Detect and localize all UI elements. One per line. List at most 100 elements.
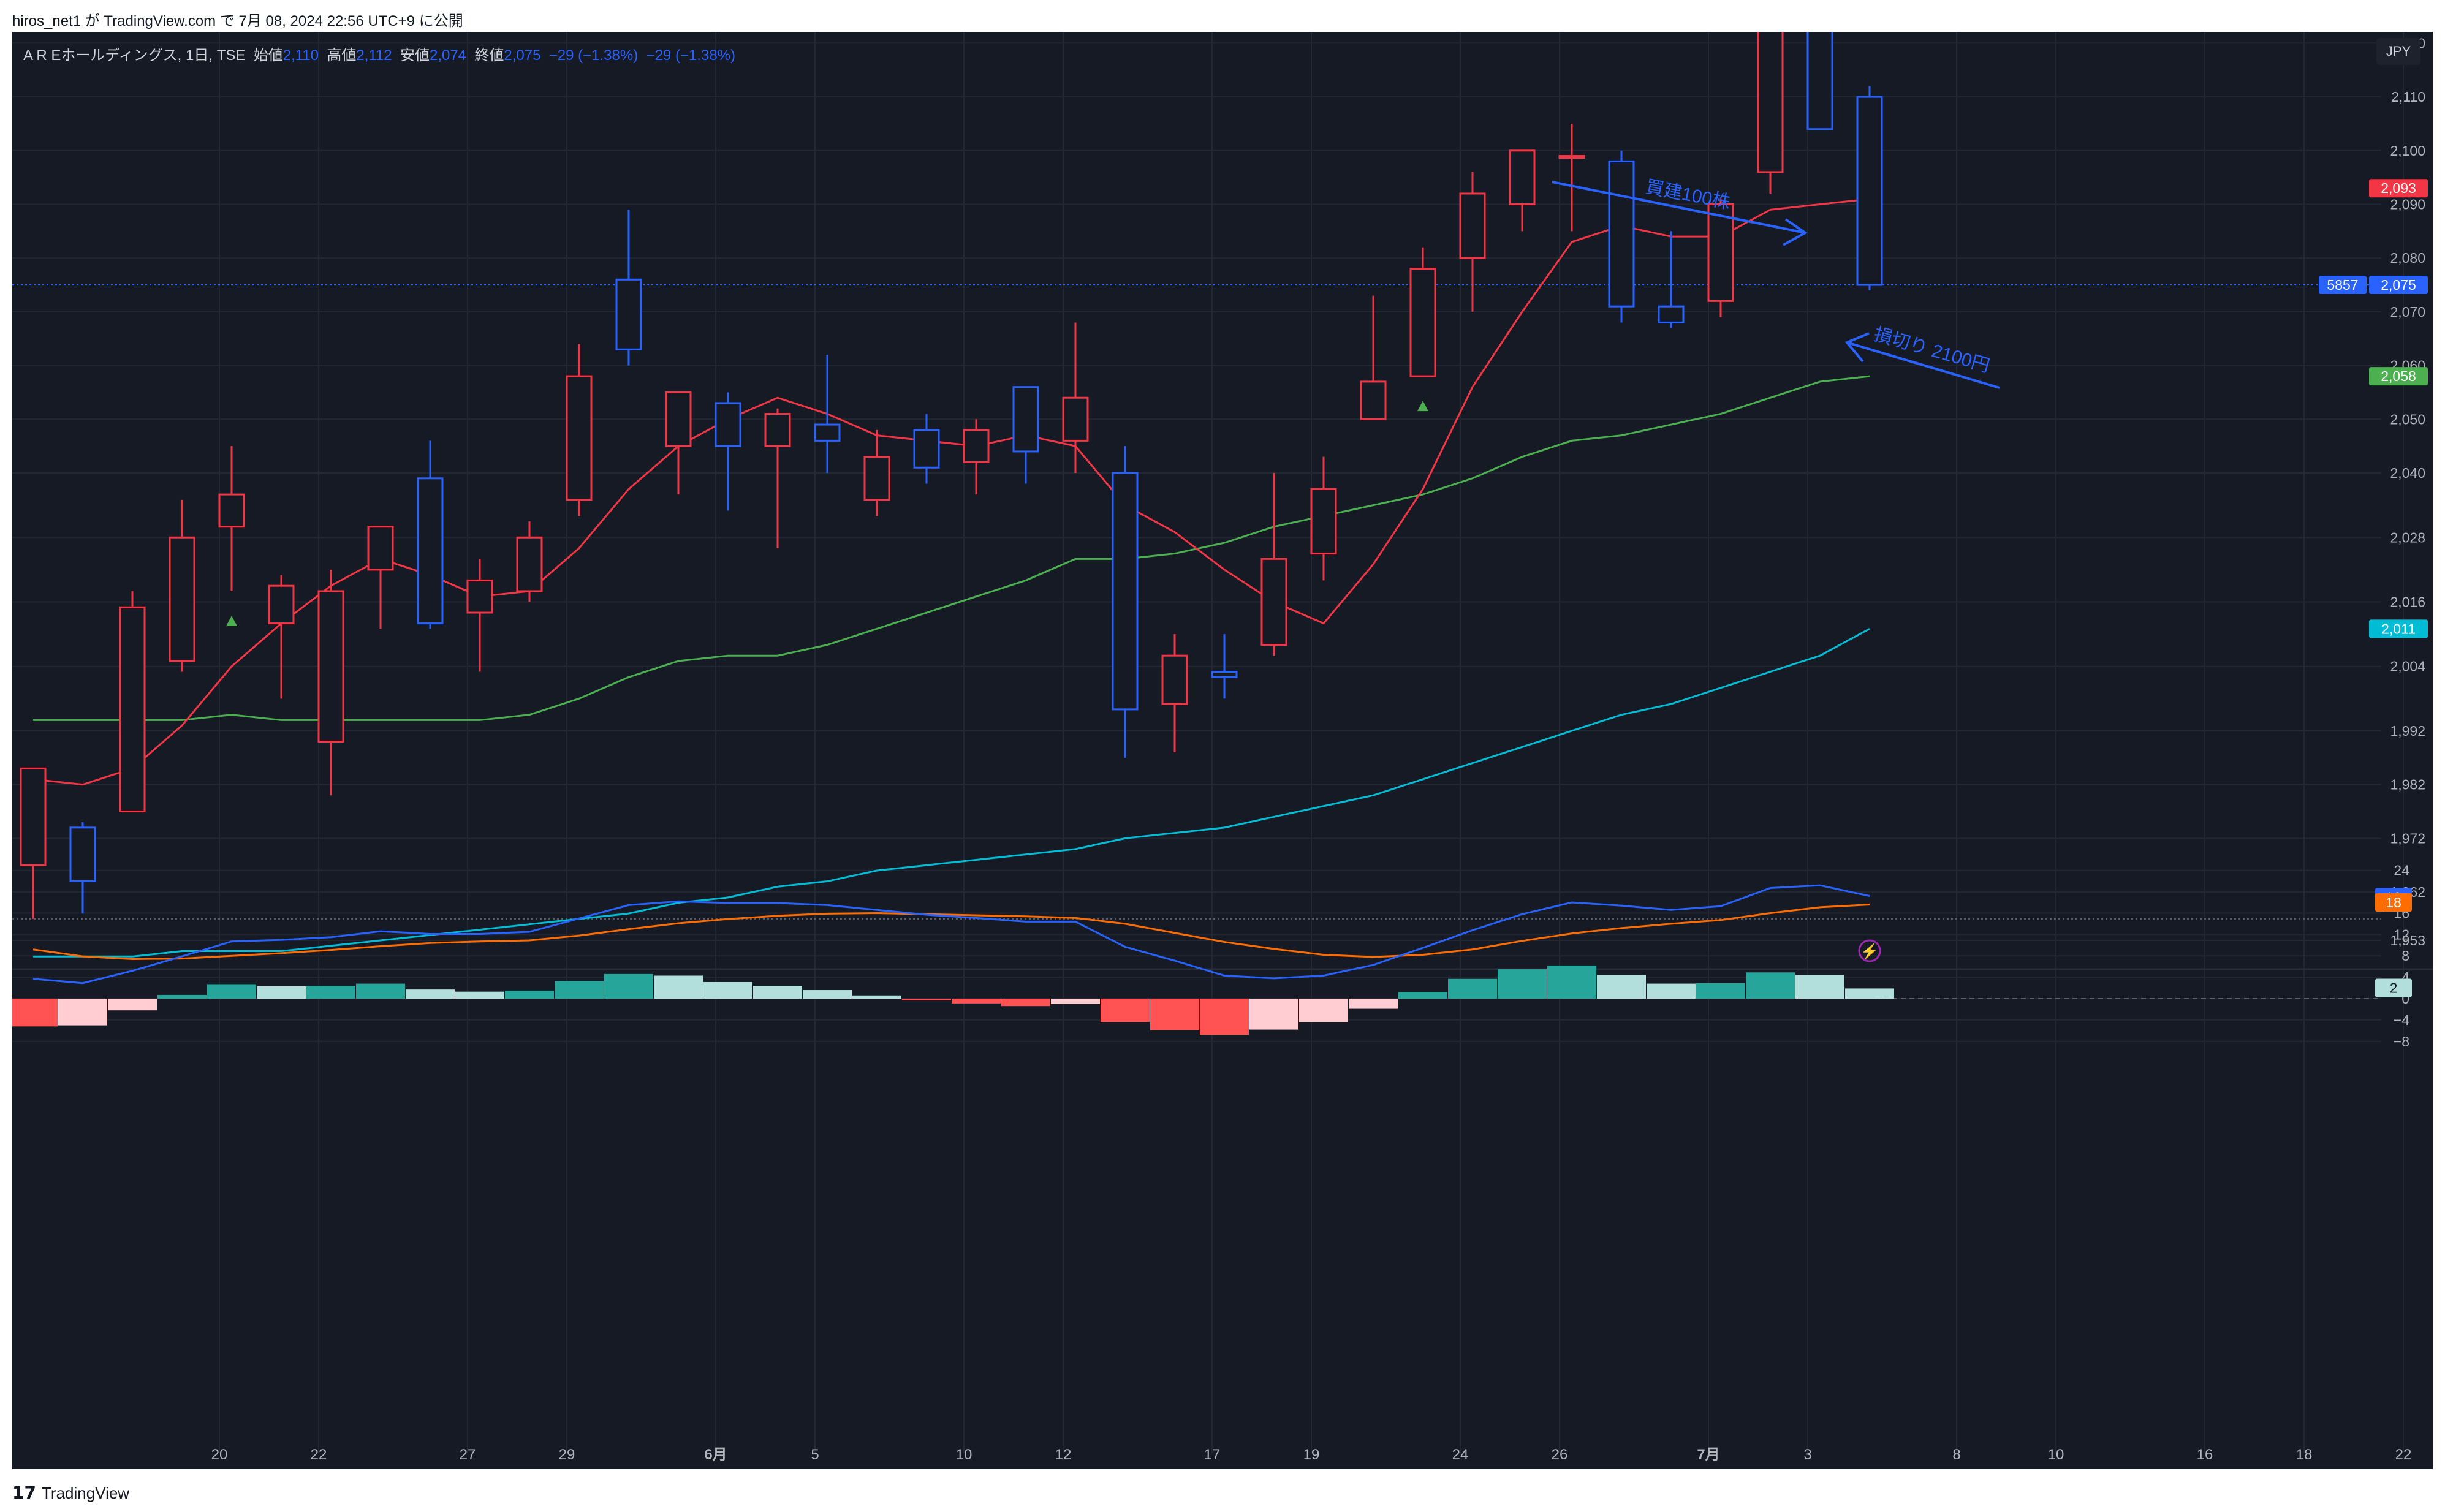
candle <box>1658 231 1685 328</box>
candle <box>1707 198 1734 317</box>
candle <box>466 559 493 672</box>
histogram-bar <box>455 991 504 999</box>
grid <box>12 32 2433 1453</box>
price-badge <box>2369 276 2428 295</box>
date-tick: 22 <box>311 1446 327 1463</box>
candle <box>863 429 890 516</box>
close-label: 終値 <box>474 47 504 64</box>
volume-badge <box>2319 276 2367 295</box>
open-label: 始値 <box>253 47 283 64</box>
date-tick: 8 <box>1952 1446 1960 1463</box>
histogram-bar <box>1795 975 1844 999</box>
histogram-bar <box>1150 999 1199 1030</box>
arrow-buy-line <box>1552 181 1806 234</box>
candles: ⚡ <box>20 0 1883 962</box>
candle-body <box>1062 396 1089 442</box>
histogram-bar <box>306 986 355 999</box>
candle <box>764 408 791 548</box>
candle-body <box>764 413 791 447</box>
macd-tick: −4 <box>2394 1012 2409 1028</box>
currency-button[interactable]: JPY <box>2376 38 2420 65</box>
arrow-stop-head-icon <box>1844 332 1870 363</box>
candle-body <box>863 456 890 501</box>
arrow-buy-head-icon <box>1783 218 1808 246</box>
candle <box>963 419 990 495</box>
candle <box>417 440 444 629</box>
candle <box>1211 634 1238 699</box>
candle-body <box>1211 671 1238 678</box>
histogram-bar <box>1101 999 1150 1022</box>
candle-body <box>20 767 47 866</box>
date-tick: 10 <box>2048 1446 2064 1463</box>
histogram-bar <box>9 999 58 1027</box>
price-axis: 2,1702,1602,1502,1402,1302,1202,1102,100… <box>2319 35 2428 948</box>
candle-body <box>1310 488 1337 555</box>
signal-up-icon <box>226 615 237 626</box>
price-tick: 2,070 <box>2390 304 2425 320</box>
tradingview-logo-icon: 𝟭𝟳 <box>12 1483 36 1502</box>
price-tick: 1,972 <box>2390 830 2425 846</box>
histogram-bar <box>902 999 951 1000</box>
publish-bar: hiros_net1 が TradingView.com で 7月 08, 20… <box>0 0 2445 31</box>
histogram-bar <box>753 986 802 999</box>
candle <box>814 355 841 474</box>
histogram-bar <box>555 981 604 999</box>
ma-fast-line <box>32 198 1870 786</box>
event-lightning-icon: ⚡ <box>1858 939 1881 962</box>
candle-body <box>119 606 146 813</box>
change-value: −29 (−1.38%) <box>548 47 639 64</box>
histogram-bar <box>1349 999 1398 1009</box>
macd-badge <box>2375 893 2412 912</box>
symbol-legend: A R Eホールディングス, 1日, TSE 始値2,110 高値2,112 安… <box>23 43 735 64</box>
ma-slow-line <box>33 628 1870 958</box>
price-tick: 2,028 <box>2390 529 2425 545</box>
histogram-bar <box>1200 999 1249 1035</box>
time-axis: 20 22 27 29 6月 5 10 12 17 19 24 26 7月 3 8 10 16 18 22 <box>211 1446 2412 1463</box>
candle-body <box>913 429 940 469</box>
candle-body <box>715 402 741 447</box>
signal-line <box>32 904 1870 960</box>
arrow-stop-line <box>1846 341 2000 389</box>
date-tick: 29 <box>559 1446 575 1463</box>
reference-lines <box>12 284 2381 999</box>
candle <box>1806 0 1833 130</box>
date-tick: 18 <box>2296 1446 2313 1463</box>
price-tick: 1,982 <box>2390 777 2425 793</box>
histogram-bar <box>703 981 752 999</box>
macd-badge-text: 18 <box>2386 894 2401 910</box>
histogram-bar <box>157 994 207 999</box>
event-circle <box>1858 939 1881 962</box>
price-badge-text: 2,011 <box>2381 621 2416 637</box>
histogram-bar <box>1746 972 1795 999</box>
histogram-bar <box>356 983 405 999</box>
histogram-bar <box>58 999 107 1026</box>
candle <box>317 569 344 796</box>
candle-body <box>218 493 245 528</box>
macd-badge-text: 2 <box>2390 980 2398 996</box>
candle <box>1062 322 1089 474</box>
candle <box>1757 0 1784 194</box>
annotation-buy: 買建100株 <box>1644 176 1732 213</box>
macd-tick: 12 <box>2394 926 2409 942</box>
candle <box>218 446 245 591</box>
price-tick: 2,004 <box>2390 659 2425 675</box>
histogram-bar <box>1547 965 1596 999</box>
price-badge <box>2369 619 2428 638</box>
price-badge-text: 2,093 <box>2381 180 2416 196</box>
price-tick: 2,016 <box>2390 594 2425 610</box>
candle-body <box>417 477 444 625</box>
date-tick: 10 <box>956 1446 972 1463</box>
candle-body <box>1509 149 1536 206</box>
candle <box>1012 386 1039 484</box>
candle-body <box>169 536 195 662</box>
candle-body <box>466 579 493 614</box>
date-tick: 12 <box>1055 1446 1072 1463</box>
histogram-bar <box>952 999 1001 1004</box>
histogram-bar <box>1498 969 1547 999</box>
macd-tick: −8 <box>2394 1034 2409 1049</box>
candle <box>1112 446 1139 758</box>
price-tick: 2,040 <box>2390 465 2425 481</box>
candle-body <box>1161 654 1188 705</box>
